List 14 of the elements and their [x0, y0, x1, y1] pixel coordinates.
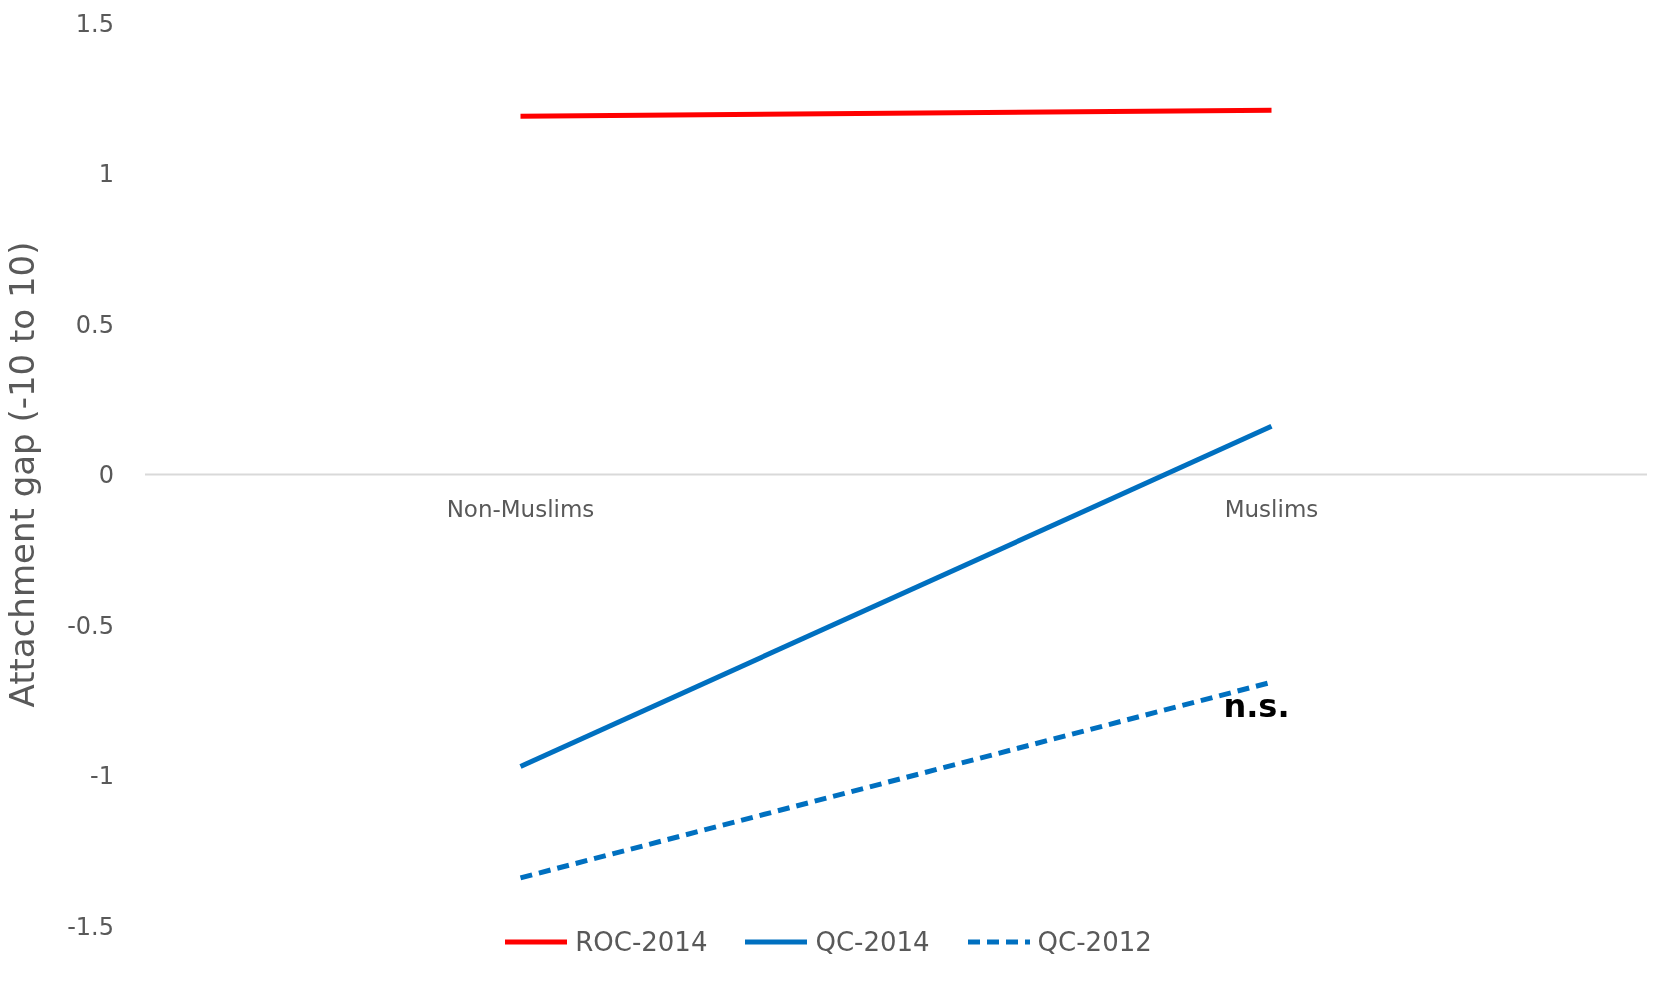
legend-label: ROC-2014 — [574, 927, 708, 957]
y-axis-title: Attachment gap (-10 to 10) — [2, 241, 43, 708]
y-tick-label: 0.5 — [75, 310, 114, 339]
y-tick-label: 0 — [98, 461, 114, 490]
legend-label: QC-2012 — [1036, 927, 1152, 957]
y-tick-label: -1 — [90, 762, 114, 791]
x-tick-label: Muslims — [1224, 495, 1319, 522]
y-tick-label: -1.5 — [67, 912, 114, 941]
y-tick-label: -0.5 — [67, 611, 114, 640]
y-tick-label: 1 — [98, 160, 114, 189]
legend-label: QC-2014 — [814, 927, 930, 957]
x-tick-label: Non-Muslims — [446, 495, 595, 522]
annotation: n.s. — [1223, 686, 1290, 725]
y-tick-label: 1.5 — [75, 9, 114, 38]
